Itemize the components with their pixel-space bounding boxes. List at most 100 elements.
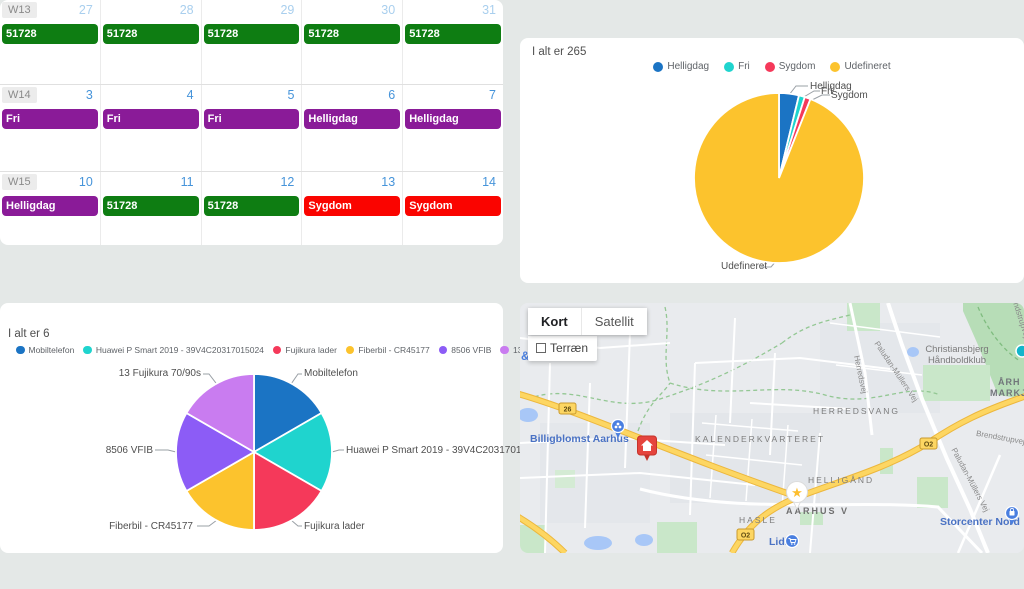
day-number: 11 [180, 175, 194, 189]
day-cell[interactable]: 7 Helligdag [403, 85, 503, 171]
legend-label: Fiberbil - CR45177 [358, 345, 430, 355]
calendar-event[interactable]: 51728 [203, 196, 300, 216]
day-cell[interactable]: 13 Sygdom [302, 172, 404, 245]
legend-item[interactable]: 8506 VFIB [438, 345, 491, 355]
legend-item[interactable]: Fri [724, 61, 750, 72]
calendar-event[interactable]: Fri [2, 109, 98, 129]
calendar-event[interactable]: Sygdom [405, 196, 501, 216]
trail-path [669, 382, 941, 400]
legend-item[interactable]: Sygdom [764, 61, 815, 72]
star-marker-icon[interactable]: ★ [786, 481, 808, 510]
map-label-hasle: HASLE [739, 515, 777, 525]
day-number: 12 [280, 175, 295, 189]
legend-label: Helligdag [667, 61, 710, 72]
pie-slice[interactable] [252, 411, 333, 493]
calendar-event[interactable]: 51728 [102, 24, 199, 44]
calendar-panel: W13 27 51728 28 51728 29 51728 30 51728 31 51… [0, 0, 503, 245]
calendar-event[interactable]: Helligdag [2, 196, 98, 216]
billigblomst-pin-icon[interactable] [610, 418, 626, 439]
day-cell[interactable]: 29 51728 [202, 0, 303, 84]
calendar-event[interactable]: Fri [102, 109, 199, 129]
park-area [963, 303, 1024, 399]
day-number: 28 [179, 3, 194, 17]
lake [584, 536, 612, 550]
map-label-markjorder: MARKJ [990, 388, 1024, 398]
calendar-event[interactable]: 51728 [102, 196, 199, 216]
calendar-event[interactable]: 51728 [203, 24, 300, 44]
pie-slice[interactable] [175, 411, 256, 493]
map-button-kort[interactable]: Kort [528, 308, 581, 335]
legend-item[interactable]: Udefineret [830, 61, 891, 72]
calendar-event[interactable]: Sygdom [304, 196, 401, 216]
svg-text:★: ★ [791, 485, 803, 500]
day-number: 29 [280, 3, 295, 17]
map-label-billigblomst[interactable]: Billigblomst Aarhus [530, 433, 629, 445]
map-button-satellit[interactable]: Satellit [580, 308, 647, 335]
pie-callout: Udefineret [721, 261, 768, 272]
legend-label: Huawei P Smart 2019 - 39V4C20317015024 [95, 345, 264, 355]
day-cell[interactable]: 27 51728 [0, 0, 101, 84]
storcenter-pin-icon[interactable] [1004, 505, 1020, 526]
lidl-cart-icon[interactable] [784, 533, 800, 549]
pie-slice[interactable] [693, 92, 865, 264]
map-label-lidl[interactable]: Lidl [769, 536, 788, 548]
poi-icon[interactable] [1015, 344, 1024, 358]
day-number: 7 [489, 88, 496, 102]
day-cell[interactable]: 31 51728 [403, 0, 503, 84]
calendar-week-row: W14 3 Fri 4 Fri 5 Fri 6 Helligdag 7 Helligdag [0, 85, 503, 172]
day-cell[interactable]: 3 Fri [0, 85, 101, 171]
map-label-christiansbjerg: Håndboldklub [928, 355, 986, 366]
pie-callout: 8506 VFIB [105, 445, 153, 456]
day-cell[interactable]: 11 51728 [101, 172, 202, 245]
legend-item[interactable]: Fujikura lader [272, 345, 337, 355]
absence-pie-chart[interactable] [520, 38, 1024, 283]
pie-callout: Fiberbil - CR45177 [109, 521, 193, 532]
terrain-toggle[interactable]: Terræn [528, 336, 598, 361]
day-cell[interactable]: 12 51728 [202, 172, 303, 245]
terrain-checkbox[interactable] [536, 343, 546, 353]
legend-item[interactable]: Helligdag [653, 61, 709, 72]
pie-slice[interactable] [253, 450, 323, 531]
park-area [800, 512, 823, 525]
trail-path [664, 306, 671, 384]
week-badge: W15 [2, 174, 37, 190]
calendar-event[interactable]: 51728 [304, 24, 401, 44]
pie-callout: Sygdom [831, 90, 868, 101]
legend-dot [724, 61, 735, 72]
day-cell[interactable]: 5 Fri [202, 85, 303, 171]
day-cell[interactable]: 14 Sygdom [403, 172, 503, 245]
day-cell[interactable]: 30 51728 [302, 0, 404, 84]
calendar-event[interactable]: 51728 [2, 24, 98, 44]
map-canvas[interactable]: 26 O2 O2 KALENDERKVARTERET HERREDSVANG H… [520, 303, 1024, 553]
legend-dot [764, 61, 775, 72]
legend-item[interactable]: Mobiltelefon [16, 345, 74, 355]
calendar-event[interactable]: Fri [203, 109, 300, 129]
day-cell[interactable]: 4 Fri [101, 85, 202, 171]
pie-callout: Mobiltelefon [304, 368, 358, 379]
calendar-event[interactable]: Helligdag [405, 109, 501, 129]
trail-path [977, 306, 1021, 362]
calendar-event[interactable]: 51728 [405, 24, 501, 44]
day-cell[interactable]: 28 51728 [101, 0, 202, 84]
legend-dot [500, 345, 509, 355]
house-marker-icon[interactable] [637, 435, 657, 461]
map-label-kalenderkvarteret: KALENDERKVARTERET [695, 434, 825, 444]
partial-map-label: & [521, 349, 530, 363]
svg-text:O2: O2 [924, 442, 933, 449]
map-label-helligaand: HELLIGÅND [808, 475, 874, 485]
day-number: 30 [381, 3, 396, 17]
equipment-pie-chart[interactable] [0, 303, 503, 553]
legend-item[interactable]: Fiberbil - CR45177 [345, 345, 430, 355]
pie-slice[interactable] [185, 450, 255, 531]
lake [907, 347, 919, 357]
week-badge: W14 [2, 87, 37, 103]
pie-slice[interactable] [185, 373, 255, 454]
pie-callout: Fri [821, 86, 833, 97]
day-number: 4 [186, 88, 194, 102]
legend-item[interactable]: Huawei P Smart 2019 - 39V4C20317015024 [83, 345, 264, 355]
pie-slice[interactable] [253, 373, 323, 454]
map-label-storcenter[interactable]: Storcenter Nord [940, 516, 1020, 528]
day-cell[interactable]: 10 Helligdag [0, 172, 101, 245]
day-cell[interactable]: 6 Helligdag [302, 85, 404, 171]
calendar-event[interactable]: Helligdag [304, 109, 401, 129]
